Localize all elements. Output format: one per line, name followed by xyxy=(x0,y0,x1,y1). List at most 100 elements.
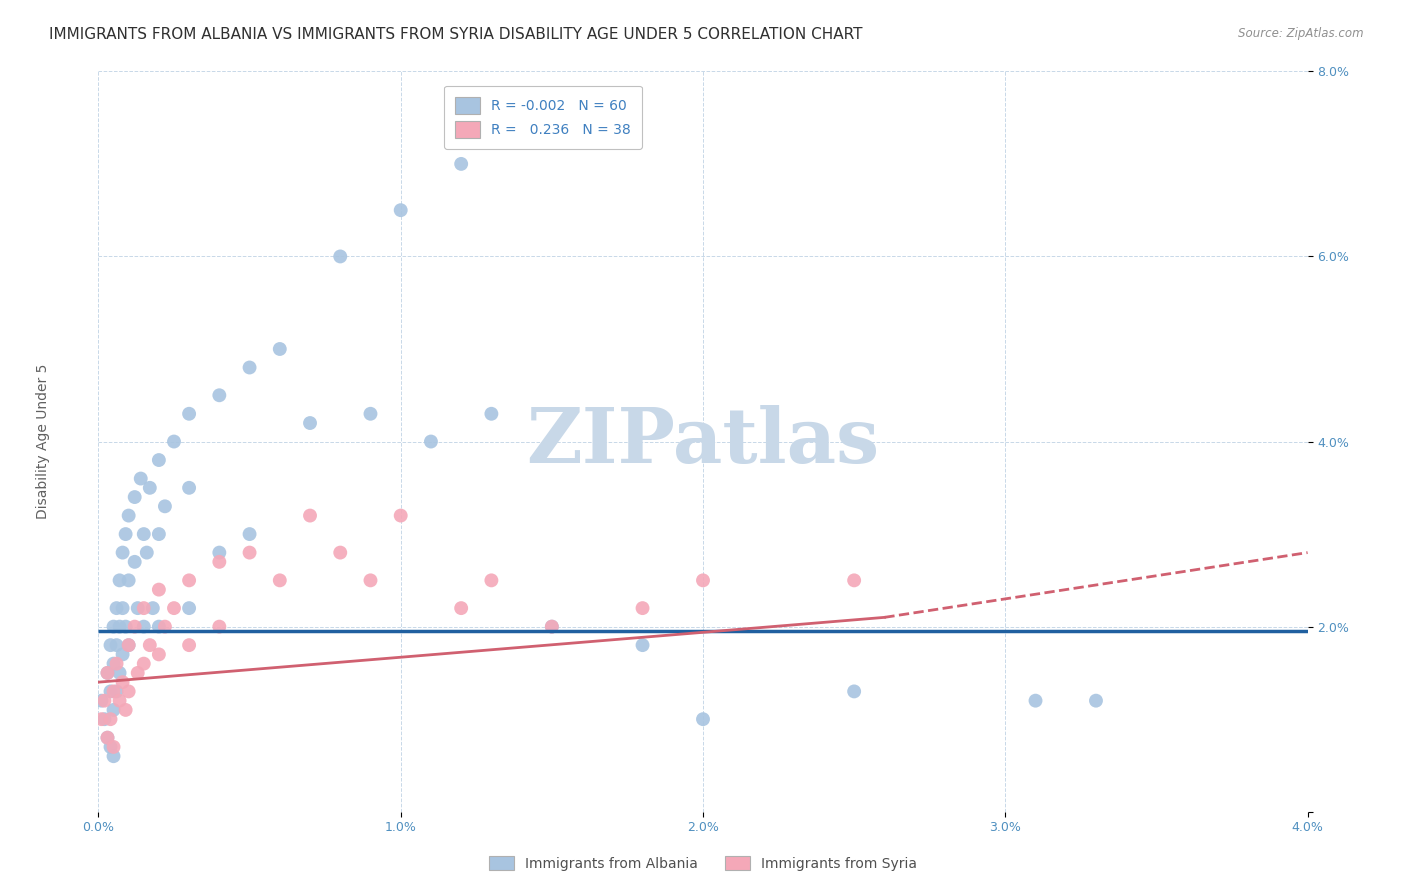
Point xyxy=(329,250,352,264)
Point xyxy=(114,703,136,717)
Text: ZIPatlas: ZIPatlas xyxy=(526,405,880,478)
Point xyxy=(450,601,472,615)
Point xyxy=(111,648,134,662)
Point xyxy=(239,360,262,375)
Point xyxy=(124,490,146,504)
Point xyxy=(132,657,155,671)
Point xyxy=(118,638,141,652)
Point xyxy=(127,665,149,680)
Point xyxy=(93,694,115,708)
Point xyxy=(239,527,262,541)
Point xyxy=(179,407,201,421)
Point xyxy=(148,527,170,541)
Point xyxy=(208,388,231,402)
Point xyxy=(127,601,149,615)
Point xyxy=(100,739,122,754)
Point xyxy=(103,657,125,671)
Point xyxy=(540,619,562,633)
Point xyxy=(153,500,176,514)
Point xyxy=(148,453,170,467)
Point xyxy=(100,712,122,726)
Point xyxy=(111,601,134,615)
Point xyxy=(90,694,112,708)
Point xyxy=(103,749,125,764)
Point xyxy=(208,619,231,633)
Point xyxy=(239,545,262,560)
Point xyxy=(132,619,155,633)
Point xyxy=(179,638,201,652)
Y-axis label: Disability Age Under 5: Disability Age Under 5 xyxy=(35,364,49,519)
Text: IMMIGRANTS FROM ALBANIA VS IMMIGRANTS FROM SYRIA DISABILITY AGE UNDER 5 CORRELAT: IMMIGRANTS FROM ALBANIA VS IMMIGRANTS FR… xyxy=(49,27,863,42)
Point xyxy=(631,601,654,615)
Point xyxy=(139,638,162,652)
Point xyxy=(105,657,128,671)
Point xyxy=(100,684,122,698)
Point xyxy=(90,712,112,726)
Point xyxy=(163,434,186,449)
Point xyxy=(100,638,122,652)
Point xyxy=(124,619,146,633)
Point xyxy=(481,407,503,421)
Point xyxy=(118,574,141,588)
Point xyxy=(692,712,714,726)
Point xyxy=(142,601,165,615)
Point xyxy=(360,574,382,588)
Point xyxy=(450,157,472,171)
Point xyxy=(389,508,412,523)
Point xyxy=(540,619,562,633)
Point xyxy=(153,619,176,633)
Point xyxy=(96,665,118,680)
Point xyxy=(105,684,128,698)
Point xyxy=(103,619,125,633)
Point xyxy=(148,582,170,597)
Legend: Immigrants from Albania, Immigrants from Syria: Immigrants from Albania, Immigrants from… xyxy=(484,850,922,876)
Legend: R = -0.002   N = 60, R =   0.236   N = 38: R = -0.002 N = 60, R = 0.236 N = 38 xyxy=(444,86,643,149)
Text: Source: ZipAtlas.com: Source: ZipAtlas.com xyxy=(1239,27,1364,40)
Point xyxy=(139,481,162,495)
Point xyxy=(96,731,118,745)
Point xyxy=(208,555,231,569)
Point xyxy=(105,638,128,652)
Point xyxy=(118,508,141,523)
Point xyxy=(844,684,866,698)
Point xyxy=(114,619,136,633)
Point xyxy=(108,665,131,680)
Point xyxy=(481,574,503,588)
Point xyxy=(631,638,654,652)
Point xyxy=(96,731,118,745)
Point xyxy=(105,601,128,615)
Point xyxy=(114,527,136,541)
Point xyxy=(844,574,866,588)
Point xyxy=(135,545,157,560)
Point xyxy=(148,648,170,662)
Point xyxy=(179,481,201,495)
Point xyxy=(96,665,118,680)
Point xyxy=(124,555,146,569)
Point xyxy=(132,601,155,615)
Point xyxy=(103,703,125,717)
Point xyxy=(163,601,186,615)
Point xyxy=(179,574,201,588)
Point xyxy=(129,472,152,486)
Point xyxy=(108,619,131,633)
Point xyxy=(420,434,443,449)
Point xyxy=(103,739,125,754)
Point xyxy=(692,574,714,588)
Point xyxy=(299,416,322,430)
Point xyxy=(108,574,131,588)
Point xyxy=(179,601,201,615)
Point xyxy=(111,675,134,690)
Point xyxy=(299,508,322,523)
Point xyxy=(269,574,291,588)
Point xyxy=(111,545,134,560)
Point xyxy=(93,712,115,726)
Point xyxy=(108,694,131,708)
Point xyxy=(148,619,170,633)
Point xyxy=(103,684,125,698)
Point xyxy=(360,407,382,421)
Point xyxy=(132,527,155,541)
Point xyxy=(1085,694,1108,708)
Point xyxy=(208,545,231,560)
Point xyxy=(118,638,141,652)
Point xyxy=(329,545,352,560)
